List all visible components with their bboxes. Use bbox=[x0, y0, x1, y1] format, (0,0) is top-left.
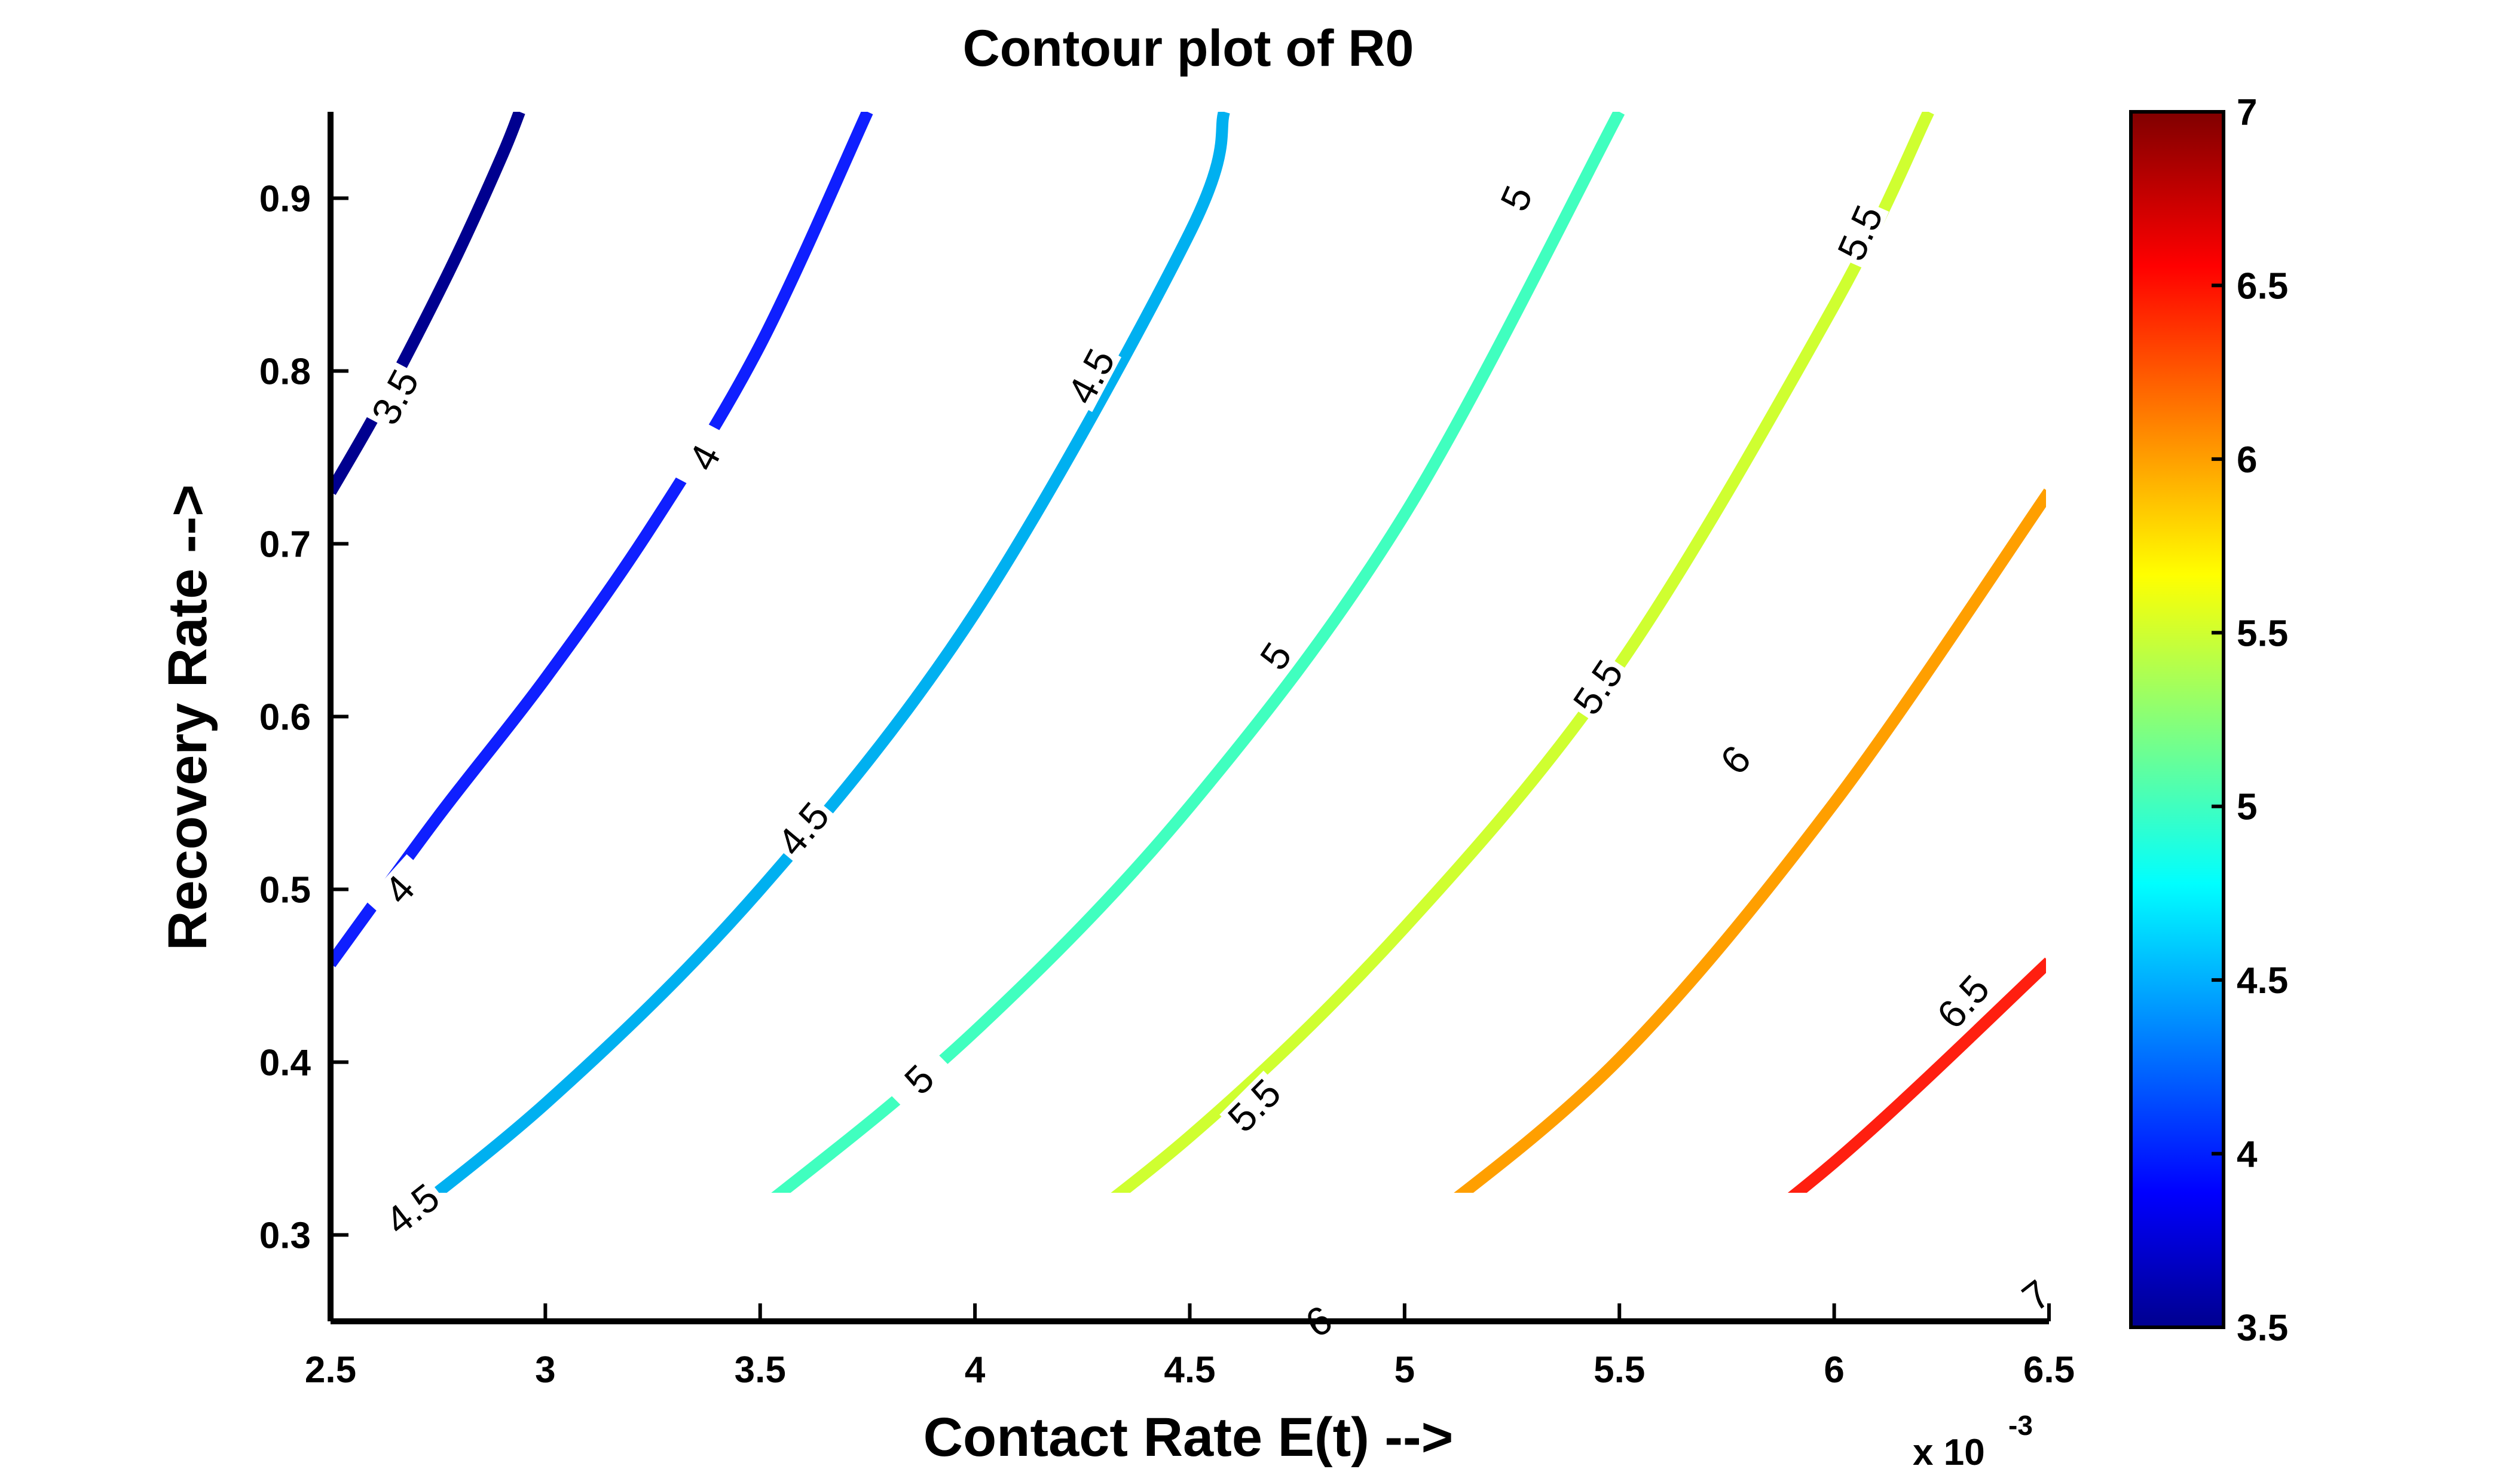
x-multiplier-exponent: -3 bbox=[2008, 1410, 2033, 1441]
colorbar-tick-label: 3.5 bbox=[2237, 1308, 2288, 1349]
x-tick-label: 5 bbox=[1394, 1349, 1415, 1391]
contour-label-bg bbox=[1701, 725, 1770, 795]
contour-label-bg bbox=[364, 361, 426, 433]
contour-label-bg bbox=[674, 422, 735, 493]
contour-line-3.5 bbox=[331, 112, 525, 495]
colorbar-tick-label: 4.5 bbox=[2237, 960, 2288, 1001]
contour-label-bg bbox=[1060, 340, 1122, 413]
contour-label-bg bbox=[769, 793, 837, 865]
contour-line-4 bbox=[331, 112, 873, 967]
y-tick-label: 0.3 bbox=[259, 1215, 311, 1257]
y-tick-label: 0.4 bbox=[259, 1043, 311, 1084]
colorbar-tick-label: 4 bbox=[2237, 1134, 2258, 1175]
contour-label-bg bbox=[1929, 966, 1998, 1037]
contour-label-4.5: 4.5 bbox=[377, 1175, 448, 1244]
contour-label-bg bbox=[1565, 651, 1631, 723]
contour-label-4.5: 4.5 bbox=[1059, 341, 1123, 411]
contour-label-5.5: 5.5 bbox=[1219, 1070, 1289, 1140]
colorbar-tick-label: 6.5 bbox=[2237, 265, 2288, 307]
y-tick-label: 0.6 bbox=[259, 697, 311, 738]
x-tick-label: 4.5 bbox=[1164, 1349, 1215, 1391]
x-tick-label: 5.5 bbox=[1594, 1349, 1645, 1391]
colorbar: 3.5 4 4.5 5 5.5 6 6.5 7 bbox=[2129, 92, 2288, 1349]
colorbar-tick-label: 5 bbox=[2237, 787, 2257, 828]
x-multiplier: x 10 -3 bbox=[1913, 1410, 2033, 1469]
x-tick-label: 6 bbox=[1824, 1349, 1844, 1391]
contour-lines bbox=[331, 112, 2046, 1193]
y-tick-label: 0.7 bbox=[259, 524, 311, 566]
colorbar-gradient bbox=[2129, 110, 2225, 1329]
contour-label-bg bbox=[1831, 197, 1889, 269]
contour-label-bg bbox=[884, 1045, 954, 1114]
contour-label-bg bbox=[1487, 162, 1546, 234]
contour-line-6.5 bbox=[1787, 957, 2046, 1193]
contour-label-bg bbox=[2000, 1262, 2072, 1329]
y-tick-label: 0.5 bbox=[259, 870, 311, 911]
contour-line-4.5 bbox=[427, 112, 1230, 1193]
y-tick-label: 0.9 bbox=[259, 179, 311, 220]
contour-label-bg bbox=[1243, 620, 1308, 692]
x-axis-title: Contact Rate E(t) --> bbox=[923, 1407, 1454, 1468]
y-axis-title: Recovery Rate --> bbox=[157, 484, 218, 951]
contour-line-6 bbox=[1454, 488, 2046, 1193]
contour-label-bg bbox=[1219, 1070, 1289, 1140]
contour-line-5 bbox=[771, 112, 1625, 1193]
x-tick-label: 4 bbox=[965, 1349, 986, 1391]
x-tick-label: 6.5 bbox=[2023, 1349, 2075, 1391]
x-ticks: 2.5 3 3.5 4 4.5 5 5.5 6 6.5 bbox=[305, 1303, 2075, 1391]
colorbar-tick-label: 7 bbox=[2237, 92, 2257, 133]
x-tick-label: 3.5 bbox=[735, 1349, 786, 1391]
contour-label-bg bbox=[365, 854, 434, 925]
chart-title: Contour plot of R0 bbox=[963, 20, 1414, 77]
x-tick-label: 3 bbox=[535, 1349, 555, 1391]
colorbar-ticks: 3.5 4 4.5 5 5.5 6 6.5 7 bbox=[2212, 92, 2288, 1349]
colorbar-tick-label: 6 bbox=[2237, 439, 2257, 481]
contour-line-5.5 bbox=[1111, 112, 1934, 1193]
contour-label-bg bbox=[377, 1175, 448, 1242]
x-tick-label: 2.5 bbox=[305, 1349, 356, 1391]
y-ticks: 0.3 0.4 0.5 0.6 0.7 0.8 0.9 bbox=[259, 179, 348, 1257]
y-tick-label: 0.8 bbox=[259, 352, 311, 393]
x-multiplier-base: x 10 bbox=[1913, 1432, 1985, 1469]
colorbar-tick-label: 5.5 bbox=[2237, 613, 2288, 654]
